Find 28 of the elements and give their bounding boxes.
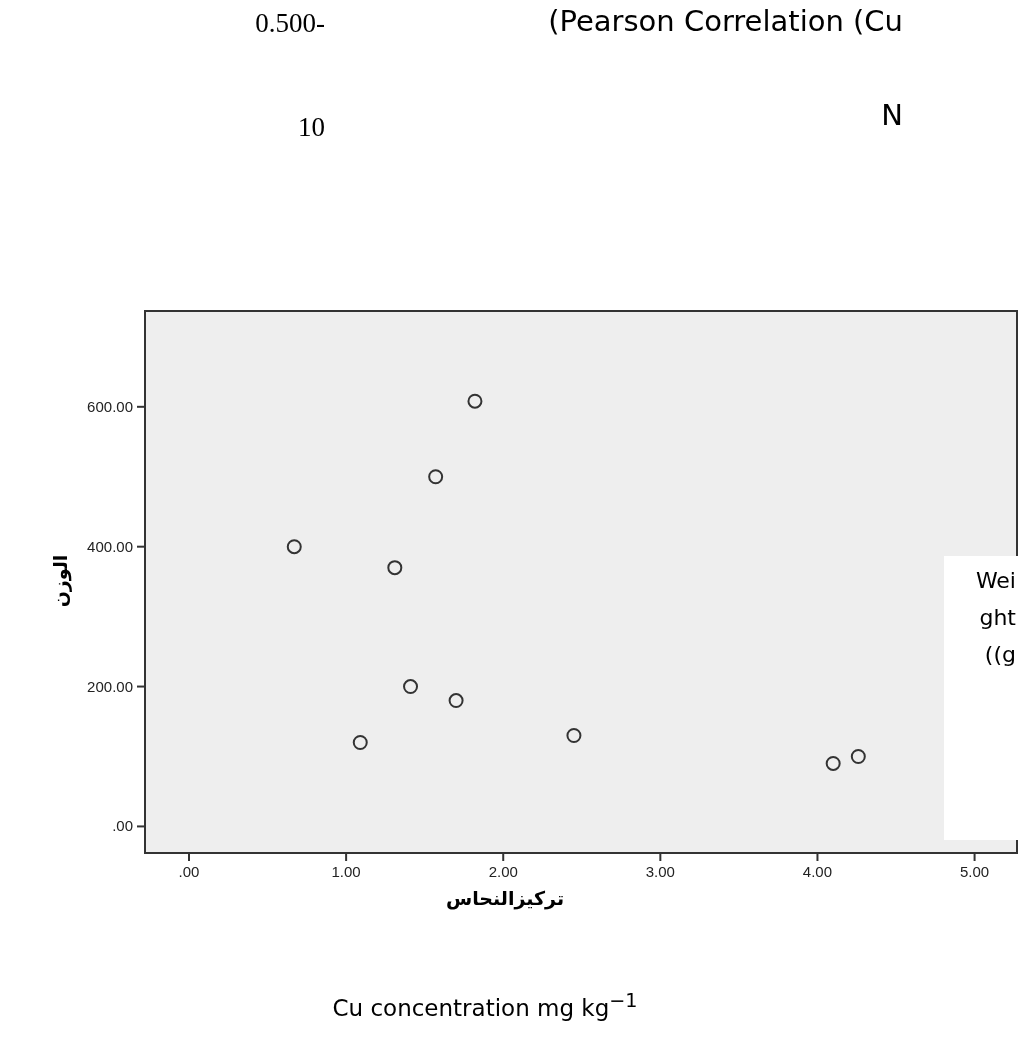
- x-tick-label: .00: [178, 863, 200, 880]
- y-axis-title: الوزن: [49, 553, 71, 610]
- text: 0.500-: [254, 8, 325, 39]
- x-tick-label: 2.00: [488, 863, 518, 880]
- point: [352, 735, 368, 750]
- point: [286, 539, 302, 555]
- point: [566, 728, 582, 744]
- point: [467, 393, 483, 409]
- y-tick-label: 600.00: [87, 397, 133, 415]
- text: 10: [297, 112, 325, 143]
- x-tick-label: 4.00: [802, 863, 833, 880]
- point: [428, 469, 444, 485]
- x-tick-label: 3.00: [645, 863, 675, 880]
- text: Cu concentration mg kg$^{−1}$: [331, 988, 639, 1023]
- point: [448, 693, 464, 709]
- x-tick-label: 1.00: [331, 863, 361, 880]
- y-tick-label: 200.00: [87, 677, 133, 695]
- x-axis-title: تركيزالنحاس: [445, 887, 565, 909]
- text: (Pearson Correlation (Cu: [547, 4, 903, 38]
- text: N: [880, 98, 903, 132]
- x-tick-label: 5.00: [959, 863, 990, 880]
- point: [850, 748, 866, 764]
- point: [387, 560, 403, 576]
- point: [403, 679, 419, 695]
- y-tick-label: .00: [112, 817, 133, 835]
- point: [825, 755, 841, 771]
- y-tick-label: 400.00: [87, 537, 133, 555]
- annotation: Weight ((g: [974, 567, 1016, 669]
